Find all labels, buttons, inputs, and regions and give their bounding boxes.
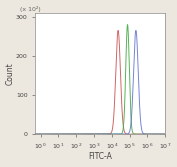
- X-axis label: FITC-A: FITC-A: [88, 152, 112, 161]
- Y-axis label: Count: Count: [5, 62, 15, 85]
- Text: (x 10²): (x 10²): [20, 6, 41, 12]
